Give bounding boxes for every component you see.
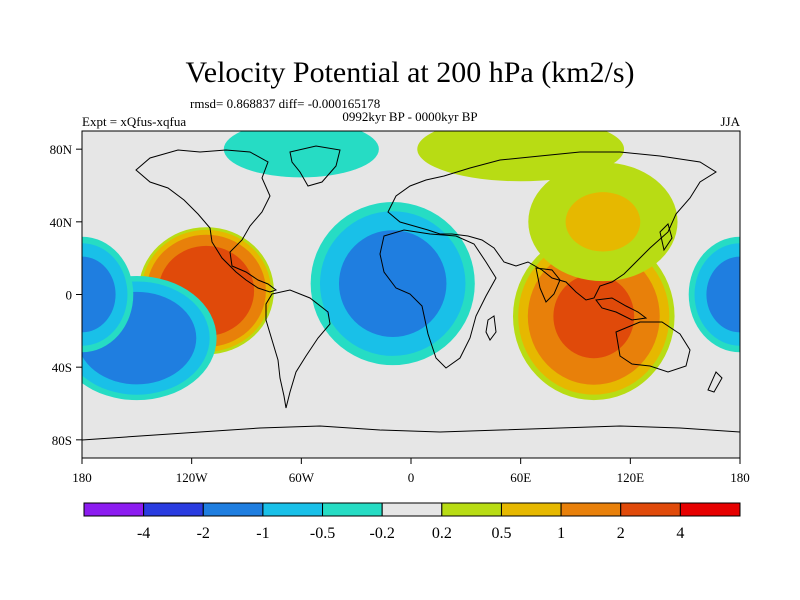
coastline-greenland	[289, 145, 341, 187]
colorbar-label-2: -1	[256, 525, 269, 542]
contour-5-3	[553, 274, 635, 359]
colorbar-box-7	[500, 502, 562, 517]
colorbar-label-1: -2	[197, 525, 210, 542]
coastline-new-zealand	[707, 371, 723, 393]
colorbar-label-4: -0.2	[370, 525, 395, 542]
period-label: 0992kyr BP - 0000kyr BP	[342, 109, 477, 124]
coastline-australia	[615, 321, 691, 373]
x-tick-label-1: 120W	[176, 470, 209, 485]
colorbar-label-3: -0.5	[310, 525, 335, 542]
contour-8-0	[223, 131, 379, 178]
colorbar-label-9: 4	[676, 525, 684, 542]
coastline-eurasia	[387, 151, 717, 301]
colorbar-label-8: 2	[617, 525, 625, 542]
y-tick-label-4: 80S	[52, 433, 72, 448]
coastline-maritime-continent	[595, 297, 648, 321]
x-tick-label-5: 120E	[617, 470, 645, 485]
map-area	[82, 131, 740, 458]
contour-6-1	[565, 192, 641, 252]
colorbar-labels: -4 -2 -1 -0.5 -0.2 0.2 0.5 1 2 4	[137, 525, 684, 542]
colorbar-box-8	[560, 502, 622, 517]
coastline-south-america	[265, 289, 331, 409]
stats-text: rmsd= 0.868837 diff= -0.000165178	[190, 96, 380, 111]
coastline-north-america	[135, 149, 278, 293]
chart-title: Velocity Potential at 200 hPa (km2/s)	[185, 56, 634, 89]
coastline-india	[535, 267, 561, 303]
colorbar-box-9	[620, 502, 681, 517]
y-tick-label-3: 40S	[52, 360, 72, 375]
y-axis: 80N 40N 0 40S 80S	[50, 142, 82, 448]
y-tick-label-2: 0	[66, 288, 73, 303]
coastline-africa	[379, 229, 497, 369]
colorbar	[83, 502, 741, 517]
colorbar-label-7: 1	[557, 525, 565, 542]
coastline-japan	[659, 223, 673, 252]
contour-fills	[82, 131, 740, 401]
x-tick-label-4: 60E	[510, 470, 531, 485]
y-tick-label-1: 40N	[50, 215, 73, 230]
x-tick-label-6: 180	[730, 470, 750, 485]
x-tick-label-3: 0	[408, 470, 415, 485]
colorbar-box-10	[679, 502, 741, 517]
coastlines	[82, 145, 740, 441]
colorbar-box-1	[143, 502, 204, 517]
x-tick-label-0: 180	[72, 470, 92, 485]
y-tick-label-0: 80N	[50, 142, 73, 157]
coastline-antarctica	[82, 425, 740, 441]
colorbar-box-0	[83, 502, 145, 517]
colorbar-label-0: -4	[137, 525, 150, 542]
colorbar-box-4	[322, 502, 383, 517]
colorbar-box-2	[202, 502, 264, 517]
contour-7-0	[417, 131, 625, 182]
colorbar-box-3	[262, 502, 324, 517]
coastline-madagascar	[485, 315, 497, 341]
colorbar-box-5	[381, 502, 443, 517]
colorbar-box-6	[441, 502, 502, 517]
experiment-label: Expt = xQfus-xqfua	[82, 114, 186, 129]
contour-3-2	[706, 256, 740, 333]
colorbar-label-6: 0.5	[491, 525, 511, 542]
x-tick-label-2: 60W	[289, 470, 315, 485]
x-axis: 180 120W 60W 0 60E 120E 180	[72, 458, 750, 485]
colorbar-label-5: 0.2	[432, 525, 452, 542]
season-label: JJA	[720, 114, 740, 129]
contour-4-2	[82, 256, 116, 333]
